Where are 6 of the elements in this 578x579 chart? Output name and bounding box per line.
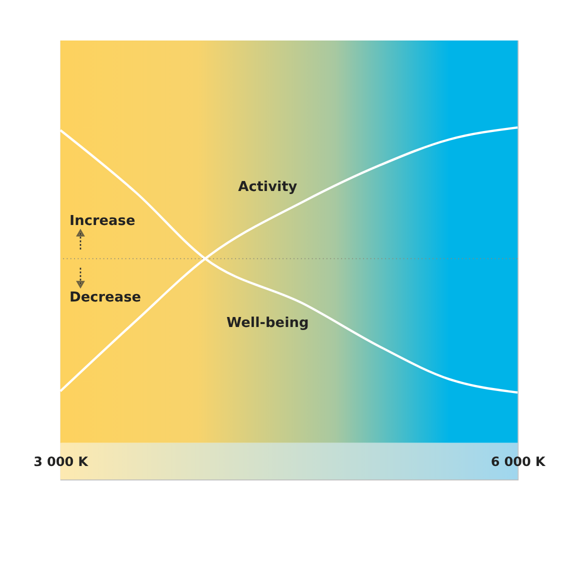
annotation: Increase: [70, 212, 136, 229]
x-tick-label: 3 000 K: [34, 455, 90, 470]
annotation: Decrease: [70, 290, 142, 306]
x-tick-label: 6 000 K: [490, 455, 546, 470]
series-label: Activity: [238, 179, 298, 196]
series-label: Well-being: [226, 315, 309, 332]
